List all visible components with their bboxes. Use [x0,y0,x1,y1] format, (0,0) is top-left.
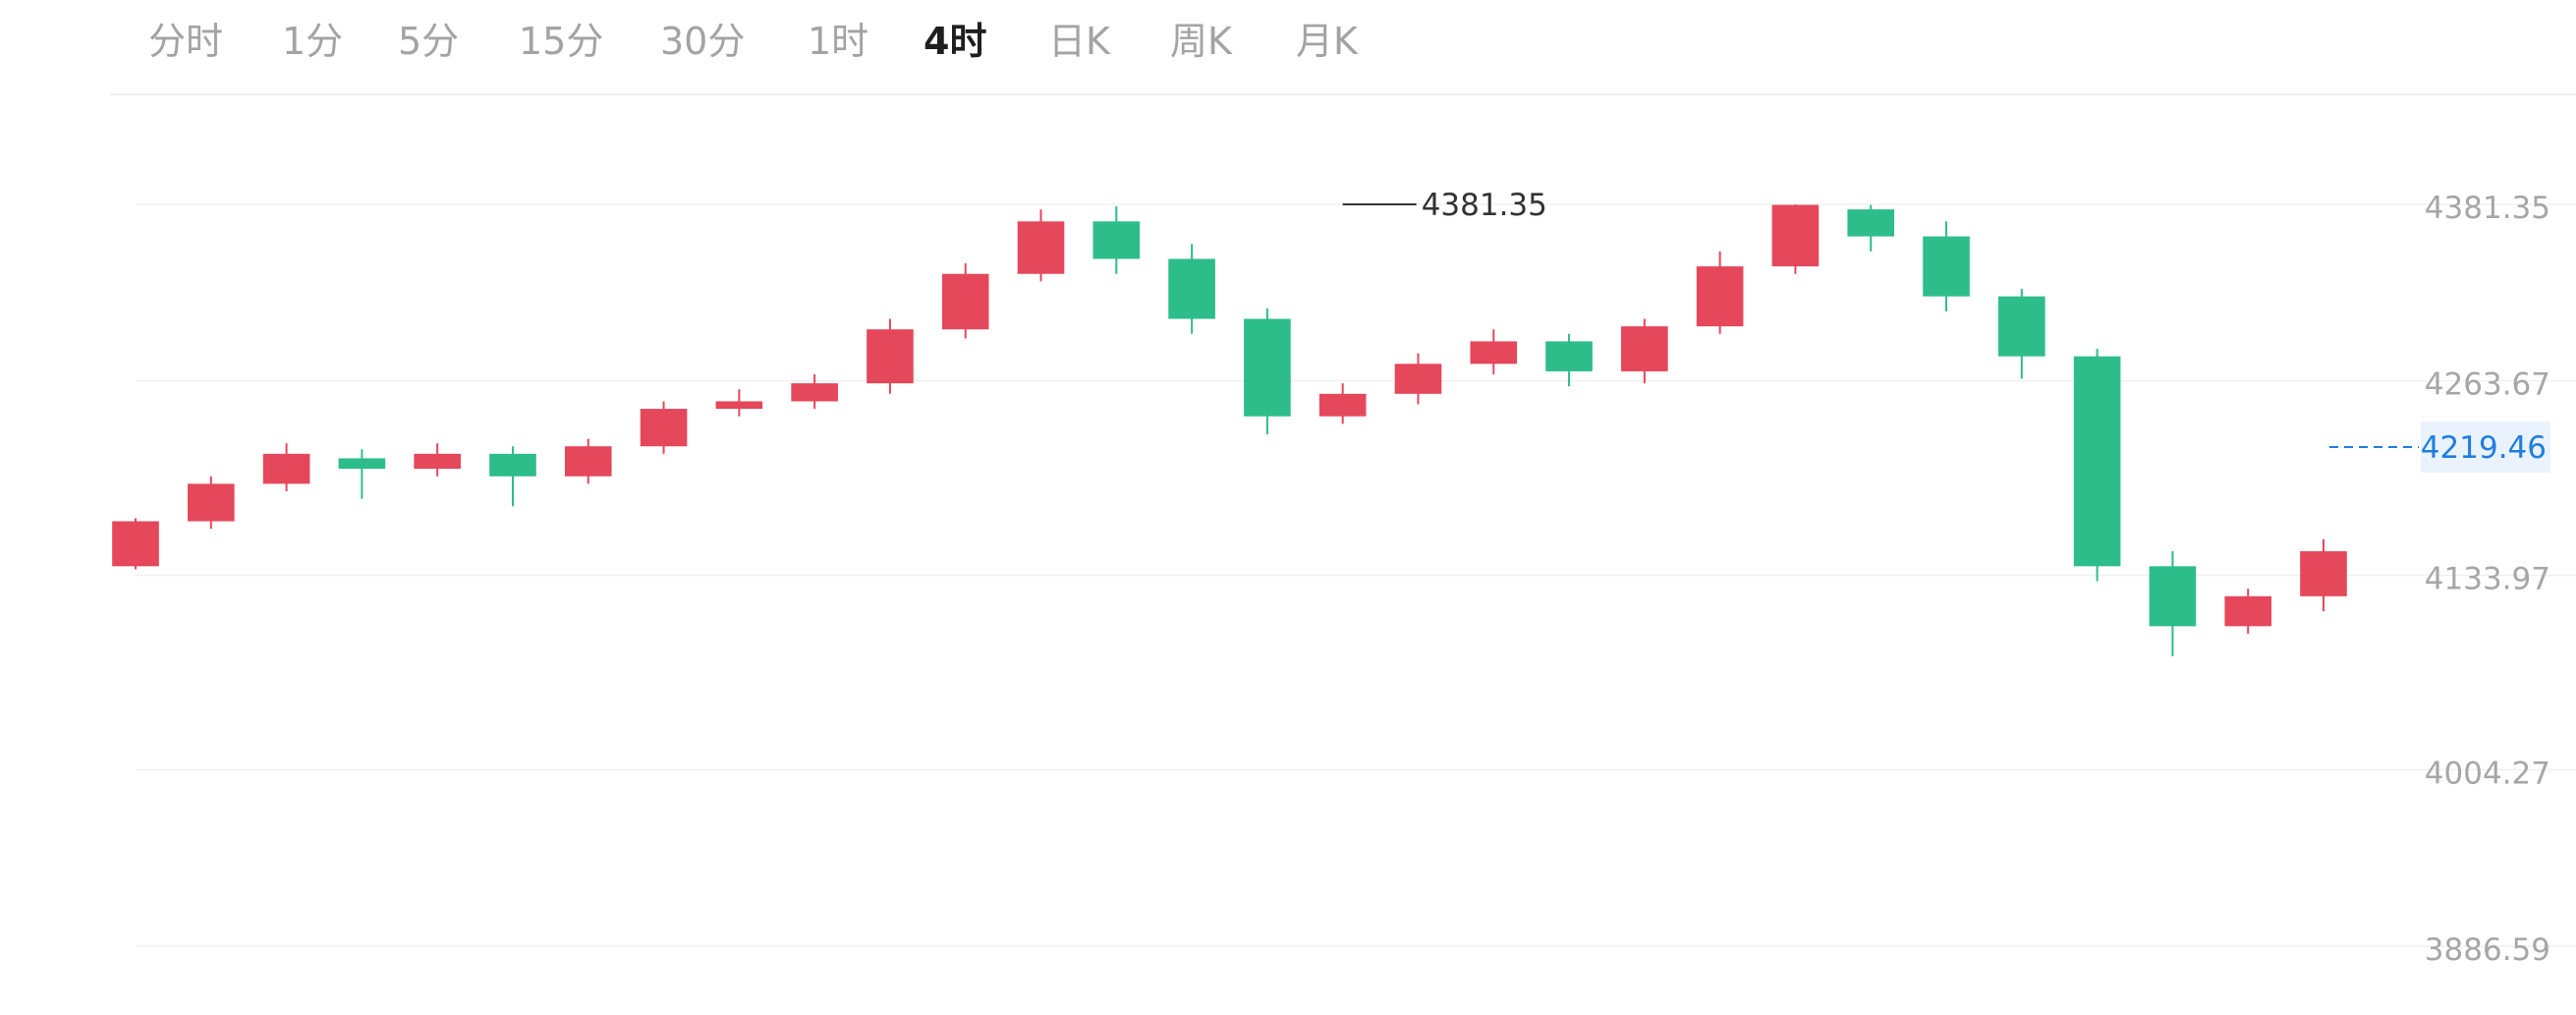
candlestick-chart-svg[interactable]: 4381.35 4219.46 4381.35 4263.67 4133.97 400… [0,88,2576,1011]
high-marker-label: 4381.35 [1422,188,1547,223]
extreme-markers: 4381.35 [1342,188,1547,223]
tab-1h[interactable]: 1时 [808,20,869,63]
candle-body [1394,364,1442,394]
candle-body [715,401,763,410]
candle-body [1998,296,2045,357]
candle-body [2073,356,2121,567]
last-price-group: 4219.46 [2329,422,2550,474]
candle-body [2300,551,2347,596]
y-tick-label: 4263.67 [2425,367,2550,403]
candle-body [1470,341,1518,365]
candle-body [112,521,159,567]
last-price-label: 4219.46 [2421,430,2547,466]
y-tick-label: 4133.97 [2425,562,2550,597]
candle-body [564,446,612,477]
candle-body [1847,209,1895,237]
tab-4h[interactable]: 4时 [924,20,987,63]
tab-30min[interactable]: 30分 [660,20,746,63]
candle-body [1696,266,1744,327]
tab-day[interactable]: 日K [1048,20,1110,63]
kline-chart[interactable]: 4381.35 4219.46 4381.35 4263.67 4133.97 400… [0,88,2576,1011]
candle-body [941,273,989,330]
candle-body [262,453,310,484]
candle-body [867,329,914,384]
y-tick-label: 4004.27 [2425,756,2550,791]
candle-body [1621,326,1668,371]
tab-5min[interactable]: 5分 [398,20,460,63]
candle-body [1318,393,1367,417]
candle-body [338,458,386,470]
candle-body [2149,566,2197,627]
candle-body [1092,221,1141,259]
last-price-badge [2421,422,2550,474]
y-axis: 4381.35 4263.67 4133.97 4004.27 3886.59 [2425,191,2550,968]
candle-body [489,453,536,477]
grid-lines [136,203,2576,947]
tab-15min[interactable]: 15分 [519,20,604,63]
tab-week[interactable]: 周K [1170,20,1232,63]
candle-body [1168,258,1215,319]
candles-group [112,204,2347,656]
candle-body [1017,221,1065,274]
y-tick-label: 4381.35 [2425,191,2550,226]
candle-body [2224,595,2272,627]
candle-body [1545,341,1593,371]
y-tick-label: 3886.59 [2425,932,2550,968]
candle-body [1923,236,1970,297]
candle-body [791,383,838,402]
candle-body [1244,318,1291,417]
period-tabs: 分时 1分 5分 15分 30分 1时 4时 日K 周K 月K [0,0,2576,88]
tab-time-share[interactable]: 分时 [148,20,224,63]
candle-body [187,483,235,522]
candle-body [640,409,688,447]
candle-body [1771,204,1820,267]
tab-1min[interactable]: 1分 [282,20,344,63]
tab-month[interactable]: 月K [1296,20,1358,63]
candle-body [414,453,461,470]
